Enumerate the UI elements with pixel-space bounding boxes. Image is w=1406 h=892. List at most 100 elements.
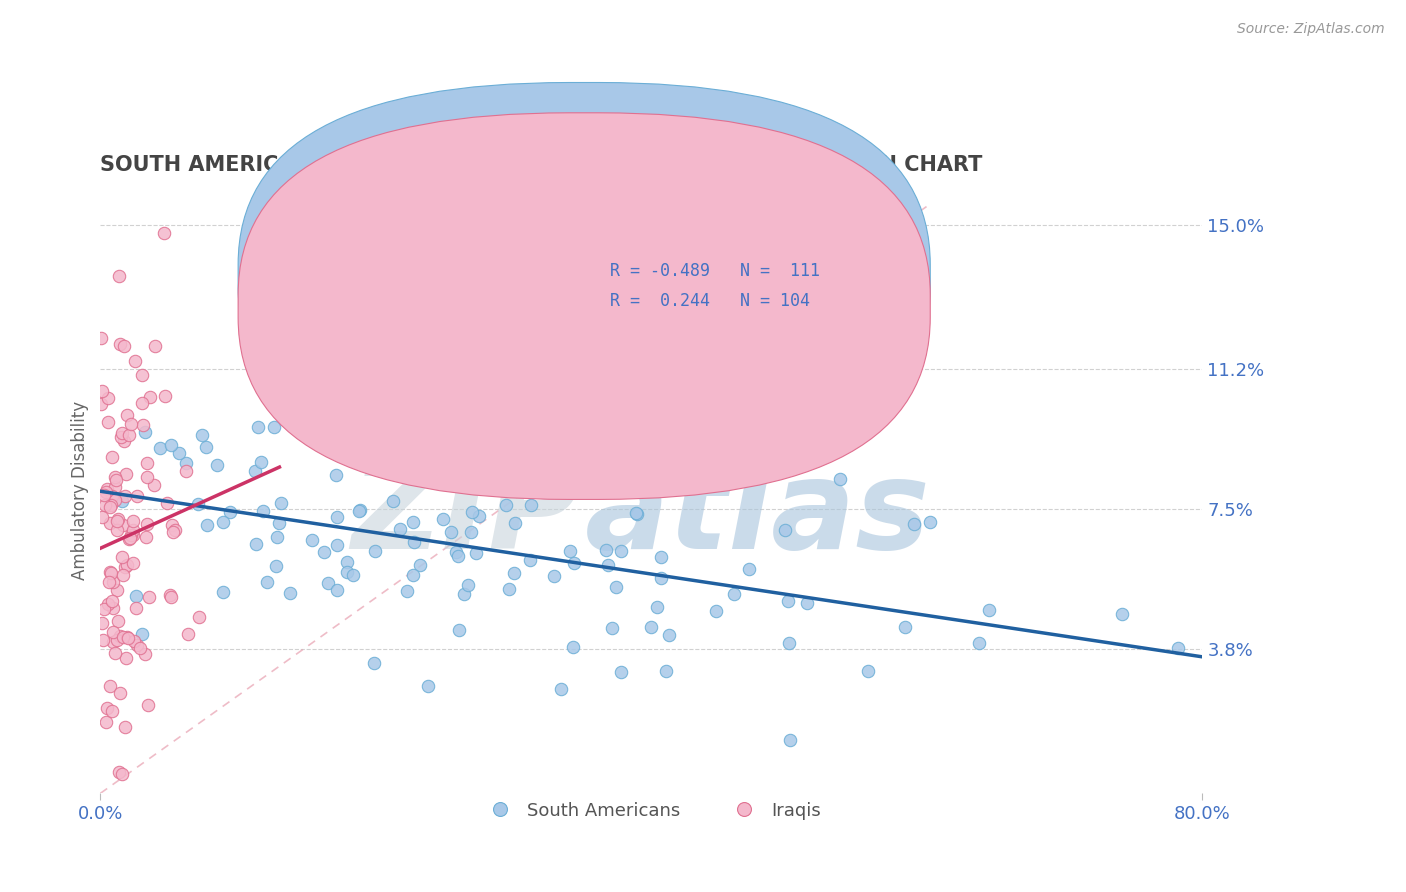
Point — [447, 549, 470, 563]
Point — [107, 614, 129, 628]
Point — [125, 489, 148, 503]
Point — [349, 503, 371, 517]
Point — [107, 269, 129, 284]
Point — [104, 479, 127, 493]
FancyBboxPatch shape — [553, 257, 849, 333]
Text: R =  0.244   N = 104: R = 0.244 N = 104 — [610, 293, 810, 310]
Point — [432, 511, 454, 525]
Text: ZIP: ZIP — [352, 454, 579, 575]
Point — [278, 586, 301, 600]
Point — [325, 509, 347, 524]
Point — [101, 601, 124, 615]
Point — [122, 634, 145, 648]
Point — [135, 469, 157, 483]
Point — [336, 566, 359, 580]
Point — [505, 516, 527, 530]
Point — [893, 620, 915, 634]
Point — [245, 537, 267, 551]
Point — [195, 518, 218, 533]
Point — [100, 594, 122, 608]
Point — [194, 440, 217, 454]
Point — [187, 610, 209, 624]
Point — [112, 339, 135, 353]
Point — [266, 530, 288, 544]
Point — [97, 391, 120, 405]
Point — [457, 578, 479, 592]
Point — [120, 531, 142, 545]
Point — [117, 630, 139, 644]
Point — [115, 558, 138, 573]
Point — [342, 568, 364, 582]
FancyBboxPatch shape — [238, 82, 931, 469]
Point — [135, 516, 157, 531]
Point — [468, 509, 491, 524]
Point — [98, 679, 121, 693]
Point — [595, 543, 617, 558]
Point — [96, 700, 118, 714]
Point — [778, 636, 800, 650]
Point — [101, 634, 124, 648]
Point — [165, 524, 187, 538]
Point — [125, 638, 148, 652]
Point — [723, 587, 745, 601]
Point — [205, 458, 228, 472]
Point — [920, 515, 942, 529]
Point — [550, 682, 572, 697]
Point — [349, 433, 371, 447]
Point — [461, 505, 484, 519]
Point — [534, 428, 557, 442]
Point — [364, 544, 387, 558]
Point — [174, 465, 197, 479]
Point — [100, 566, 122, 580]
Point — [380, 459, 402, 474]
Point — [326, 583, 349, 598]
Point — [112, 517, 135, 532]
Point — [520, 498, 543, 512]
Point — [336, 555, 359, 569]
Point — [600, 621, 623, 635]
Point — [212, 584, 235, 599]
Point — [250, 455, 273, 469]
Point — [979, 603, 1001, 617]
Point — [104, 473, 127, 487]
Point — [136, 698, 159, 712]
Point — [409, 558, 432, 572]
Point — [416, 679, 439, 693]
Point — [91, 633, 114, 648]
Point — [96, 482, 118, 496]
Point — [153, 227, 176, 241]
Point — [101, 489, 124, 503]
Point — [502, 566, 524, 581]
Point — [779, 733, 801, 747]
Point — [112, 568, 135, 582]
Point — [167, 446, 190, 460]
Point — [778, 594, 800, 608]
Point — [388, 523, 411, 537]
Point — [738, 562, 761, 576]
Point — [117, 631, 139, 645]
Point — [97, 597, 120, 611]
Point — [108, 765, 131, 780]
Point — [610, 544, 633, 558]
Point — [93, 488, 115, 502]
Point — [292, 424, 315, 438]
Point — [650, 571, 672, 585]
Point — [118, 427, 141, 442]
Point — [263, 420, 285, 434]
Point — [266, 559, 288, 574]
Point — [108, 336, 131, 351]
Text: SOUTH AMERICAN VS IRAQI AMBULATORY DISABILITY CORRELATION CHART: SOUTH AMERICAN VS IRAQI AMBULATORY DISAB… — [100, 154, 983, 175]
Point — [246, 419, 269, 434]
Point — [122, 523, 145, 537]
Point — [314, 544, 336, 558]
Point — [132, 418, 155, 433]
Point — [856, 664, 879, 678]
Point — [90, 397, 112, 411]
Point — [160, 518, 183, 533]
Legend: South Americans, Iraqis: South Americans, Iraqis — [475, 794, 828, 827]
Point — [444, 545, 467, 559]
Point — [98, 565, 121, 579]
Point — [969, 635, 991, 649]
Point — [104, 646, 127, 660]
Point — [453, 587, 475, 601]
